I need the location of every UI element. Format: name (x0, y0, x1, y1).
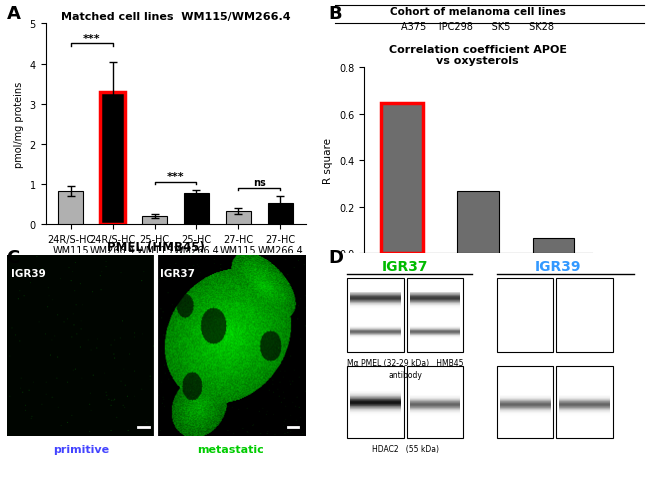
Bar (142, 217, 167, 224)
Text: primitive: primitive (53, 444, 109, 454)
Bar (184, 194, 209, 224)
Y-axis label: R square: R square (323, 138, 333, 184)
Bar (100, 93, 125, 224)
Text: A: A (6, 5, 20, 23)
Bar (347, 366, 404, 438)
Bar (533, 239, 575, 254)
Y-axis label: pmol/mg proteins: pmol/mg proteins (14, 81, 24, 167)
Title: PMEL (HMB45): PMEL (HMB45) (107, 241, 205, 254)
Bar (347, 278, 404, 352)
Bar (556, 366, 613, 438)
Bar (556, 278, 613, 352)
Bar (226, 212, 251, 224)
Text: B: B (328, 5, 342, 23)
Title: Matched cell lines  WM115/WM266.4: Matched cell lines WM115/WM266.4 (60, 12, 291, 22)
Text: IGR39: IGR39 (535, 260, 581, 274)
Bar (381, 104, 422, 254)
Text: IGR39: IGR39 (11, 269, 46, 279)
Text: Cohort of melanoma cell lines: Cohort of melanoma cell lines (390, 7, 566, 17)
Text: ***: *** (83, 34, 101, 43)
Bar (497, 278, 553, 352)
Text: IGR37: IGR37 (382, 260, 428, 274)
Text: HDAC2   (55 kDa): HDAC2 (55 kDa) (372, 445, 439, 453)
Text: ns: ns (253, 178, 266, 188)
Bar (407, 366, 463, 438)
Text: IGR37: IGR37 (161, 269, 195, 279)
Title: Correlation coefficient APOE
vs oxysterols: Correlation coefficient APOE vs oxystero… (389, 44, 567, 66)
Text: A375    IPC298      SK5      SK28: A375 IPC298 SK5 SK28 (401, 22, 554, 32)
Bar (497, 366, 553, 438)
Bar (457, 191, 499, 254)
Text: metastatic: metastatic (198, 444, 264, 454)
Text: Mα PMEL (32-29 kDa)   HMB45: Mα PMEL (32-29 kDa) HMB45 (347, 358, 463, 367)
Text: ***: *** (166, 172, 185, 182)
Text: antibody: antibody (388, 370, 422, 380)
Bar (407, 278, 463, 352)
Bar (58, 192, 83, 224)
Text: C: C (6, 249, 20, 267)
Text: D: D (328, 249, 343, 267)
Bar (268, 203, 293, 224)
